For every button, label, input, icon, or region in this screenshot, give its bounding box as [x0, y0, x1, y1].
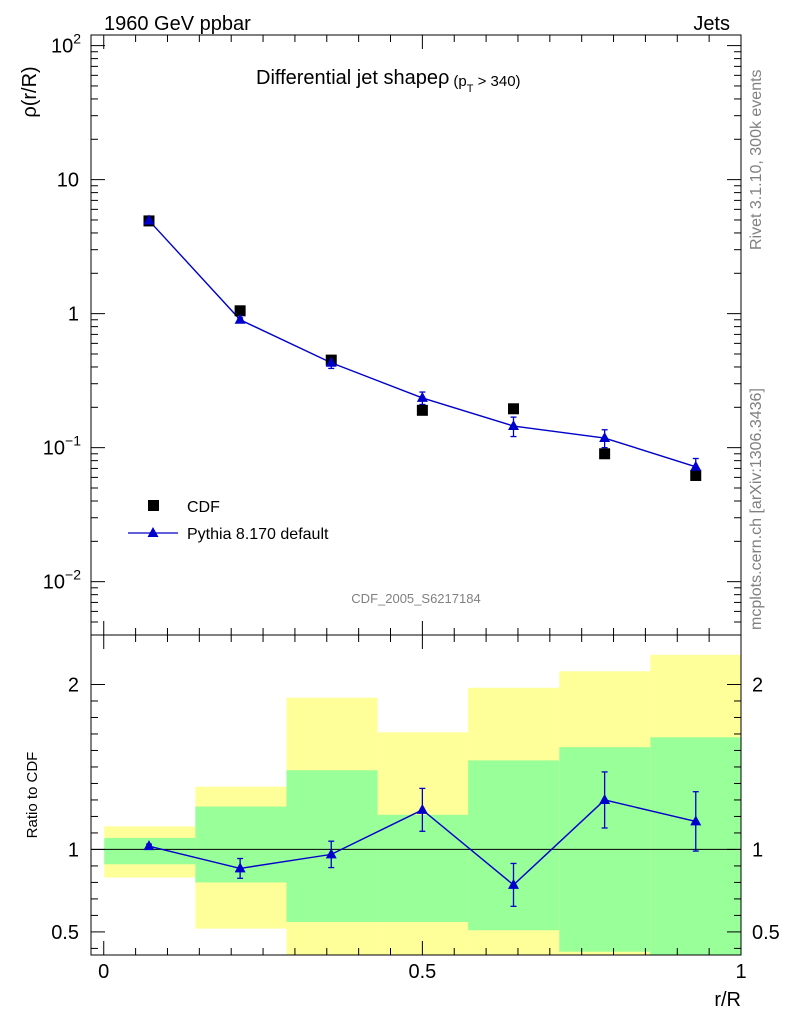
main-title-sub-c: > 340)	[473, 73, 520, 90]
ratio-panel: 0.5 0.51 12 2 0 0.5 1 Ratio to CDF r/R	[24, 634, 780, 1011]
ratio-point	[325, 848, 337, 859]
ratio-point	[234, 862, 246, 873]
legend-pythia-marker	[147, 527, 159, 537]
legend-cdf-marker	[148, 500, 159, 511]
cdf-point	[234, 305, 246, 317]
cdf-point	[416, 404, 428, 416]
legend-cdf-label: CDF	[187, 499, 220, 516]
analysis-watermark: CDF_2005_S6217184	[351, 591, 480, 606]
ratio-y-tick-label-right: 2	[752, 674, 763, 696]
ratio-y-axis-label: Ratio to CDF	[24, 752, 41, 839]
pythia-point	[416, 391, 428, 402]
main-x-ticks	[103, 35, 742, 635]
ratio-y-tick-label-right: 0.5	[752, 922, 780, 944]
cdf-point	[599, 448, 611, 460]
main-title-sub-a: (p	[453, 73, 466, 90]
ratio-panel-frame	[90, 634, 742, 956]
ratio-point	[599, 793, 611, 804]
ratio-y-ticks: 0.5 0.5 1 1 2 2	[51, 674, 780, 949]
x-axis-label: r/R	[714, 989, 741, 1011]
ratio-point	[690, 815, 702, 826]
ratio-y-tick-label-left: 1	[68, 839, 79, 861]
ratio-point	[416, 803, 428, 814]
main-panel: 10−2 10−1 1 10 102 ρ(r/R) Differential jet s…	[19, 31, 742, 636]
main-y-tick-label: 10−2	[43, 567, 81, 594]
ratio-y-tick-label-right: 1	[752, 839, 763, 861]
cdf-point	[690, 469, 702, 481]
legend-pythia-label: Pythia 8.170 default	[187, 526, 329, 543]
ratio-series	[143, 771, 702, 907]
pythia-point	[143, 214, 155, 225]
main-y-tick-label: 10	[57, 170, 79, 192]
main-y-ticks: 10−2 10−1 1 10 102	[43, 31, 741, 636]
ratio-x-ticks: 0 0.5 1	[98, 635, 747, 983]
cdf-point	[508, 403, 519, 415]
green-band	[377, 814, 469, 923]
pythia-point	[599, 432, 611, 443]
main-panel-frame	[90, 34, 742, 636]
x-tick-label: 0	[98, 961, 109, 983]
ratio-y-tick-label-left: 0.5	[51, 922, 79, 944]
rivet-version-text: Rivet 3.1.10, 300k events	[748, 69, 765, 250]
legend: CDF Pythia 8.170 default	[128, 499, 329, 543]
green-band	[286, 770, 378, 923]
pythia-point	[690, 460, 702, 471]
ratio-y-tick-label-left: 2	[68, 674, 79, 696]
pythia-point	[234, 313, 246, 324]
main-y-tick-label: 1	[68, 304, 79, 326]
pythia-point	[325, 356, 337, 367]
main-y-tick-label: 10−1	[43, 433, 81, 460]
main-y-tick-label: 102	[51, 31, 81, 58]
main-series	[143, 214, 702, 481]
main-title: Differential jet shapeρ (pT > 340)	[256, 67, 521, 95]
main-y-axis-label: ρ(r/R)	[19, 66, 41, 117]
x-tick-label: 1	[735, 961, 746, 983]
pythia-point	[508, 420, 519, 431]
pythia-line	[148, 220, 696, 468]
header-left: 1960 GeV ppbar	[104, 13, 251, 35]
header-right: Jets	[693, 13, 730, 35]
main-title-sub-b: T	[467, 83, 474, 95]
ratio-point	[508, 878, 519, 889]
ratio-point	[143, 840, 155, 851]
main-title-text: Differential jet shapeρ	[256, 67, 449, 89]
x-tick-label: 0.5	[408, 961, 436, 983]
mcplots-text: mcplots.cern.ch [arXiv:1306.3436]	[748, 388, 765, 630]
